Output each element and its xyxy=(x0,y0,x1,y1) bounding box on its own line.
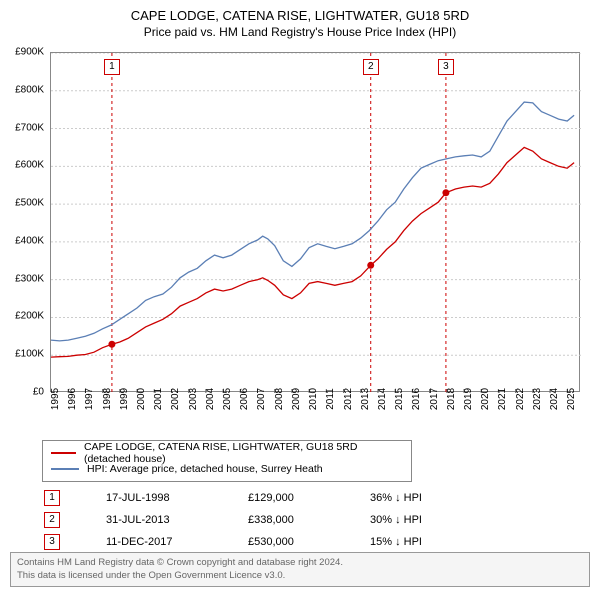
y-tick-label: £800K xyxy=(0,84,44,95)
sale-row: 1 17-JUL-1998£129,00036% ↓ HPI xyxy=(44,488,470,508)
x-tick-label: 2001 xyxy=(153,388,164,410)
sale-marker-1: 1 xyxy=(104,59,120,75)
sale-row: 2 31-JUL-2013£338,00030% ↓ HPI xyxy=(44,510,470,530)
x-tick-label: 2011 xyxy=(325,388,336,410)
y-axis-labels: £0£100K£200K£300K£400K£500K£600K£700K£80… xyxy=(0,52,48,392)
plot-area: 1 2 3 xyxy=(50,52,580,392)
x-tick-label: 2009 xyxy=(291,388,302,410)
sale-row: 3 11-DEC-2017£530,00015% ↓ HPI xyxy=(44,532,470,552)
x-tick-label: 2002 xyxy=(170,388,181,410)
legend-label-property: CAPE LODGE, CATENA RISE, LIGHTWATER, GU1… xyxy=(84,441,403,465)
x-tick-label: 1995 xyxy=(50,388,61,410)
y-tick-label: £600K xyxy=(0,160,44,171)
y-tick-label: £900K xyxy=(0,47,44,58)
chart-subtitle: Price paid vs. HM Land Registry's House … xyxy=(0,23,600,45)
y-tick-label: £200K xyxy=(0,311,44,322)
sale-marker-box: 2 xyxy=(44,512,60,528)
x-tick-label: 2023 xyxy=(532,388,543,410)
attribution-line2: This data is licensed under the Open Gov… xyxy=(17,570,285,581)
x-tick-label: 1996 xyxy=(67,388,78,410)
y-tick-label: £300K xyxy=(0,273,44,284)
x-tick-label: 2017 xyxy=(429,388,440,410)
legend-swatch-property xyxy=(51,452,76,454)
sale-marker-box: 1 xyxy=(44,490,60,506)
x-tick-label: 2018 xyxy=(446,388,457,410)
x-tick-label: 2008 xyxy=(274,388,285,410)
sale-price: £129,000 xyxy=(248,488,368,508)
chart-title: CAPE LODGE, CATENA RISE, LIGHTWATER, GU1… xyxy=(0,0,600,23)
x-tick-label: 2025 xyxy=(566,388,577,410)
legend-row-property: CAPE LODGE, CATENA RISE, LIGHTWATER, GU1… xyxy=(51,445,403,461)
x-tick-label: 2020 xyxy=(480,388,491,410)
x-tick-label: 2010 xyxy=(308,388,319,410)
y-tick-label: £700K xyxy=(0,122,44,133)
x-tick-label: 2015 xyxy=(394,388,405,410)
sale-vs-hpi: 30% ↓ HPI xyxy=(370,510,470,530)
y-tick-label: £100K xyxy=(0,349,44,360)
legend-label-hpi: HPI: Average price, detached house, Surr… xyxy=(87,463,323,475)
plot-svg xyxy=(51,53,581,393)
sale-marker-box: 3 xyxy=(44,534,60,550)
sales-table: 1 17-JUL-1998£129,00036% ↓ HPI 2 31-JUL-201… xyxy=(42,486,472,554)
sale-marker-3: 3 xyxy=(438,59,454,75)
x-tick-label: 2024 xyxy=(549,388,560,410)
x-tick-label: 2021 xyxy=(497,388,508,410)
x-tick-label: 2022 xyxy=(515,388,526,410)
x-tick-label: 1998 xyxy=(102,388,113,410)
x-tick-label: 2013 xyxy=(360,388,371,410)
sale-date: 17-JUL-1998 xyxy=(106,488,246,508)
y-tick-label: £0 xyxy=(0,387,44,398)
x-tick-label: 2007 xyxy=(256,388,267,410)
sale-price: £530,000 xyxy=(248,532,368,552)
sale-price: £338,000 xyxy=(248,510,368,530)
x-tick-label: 1999 xyxy=(119,388,130,410)
sale-date: 31-JUL-2013 xyxy=(106,510,246,530)
x-tick-label: 2012 xyxy=(343,388,354,410)
y-tick-label: £500K xyxy=(0,198,44,209)
x-tick-label: 2005 xyxy=(222,388,233,410)
chart-container: CAPE LODGE, CATENA RISE, LIGHTWATER, GU1… xyxy=(0,0,600,590)
x-tick-label: 2019 xyxy=(463,388,474,410)
sale-date: 11-DEC-2017 xyxy=(106,532,246,552)
attribution-line1: Contains HM Land Registry data © Crown c… xyxy=(17,557,343,568)
sale-vs-hpi: 36% ↓ HPI xyxy=(370,488,470,508)
x-tick-label: 2006 xyxy=(239,388,250,410)
x-axis-labels: 1995199619971998199920002001200220032004… xyxy=(50,395,580,435)
x-tick-label: 2016 xyxy=(411,388,422,410)
legend: CAPE LODGE, CATENA RISE, LIGHTWATER, GU1… xyxy=(42,440,412,482)
x-tick-label: 2004 xyxy=(205,388,216,410)
y-tick-label: £400K xyxy=(0,235,44,246)
legend-swatch-hpi xyxy=(51,468,79,470)
sale-vs-hpi: 15% ↓ HPI xyxy=(370,532,470,552)
x-tick-label: 2003 xyxy=(188,388,199,410)
attribution: Contains HM Land Registry data © Crown c… xyxy=(10,552,590,587)
sale-marker-2: 2 xyxy=(363,59,379,75)
x-tick-label: 2000 xyxy=(136,388,147,410)
x-tick-label: 2014 xyxy=(377,388,388,410)
x-tick-label: 1997 xyxy=(84,388,95,410)
